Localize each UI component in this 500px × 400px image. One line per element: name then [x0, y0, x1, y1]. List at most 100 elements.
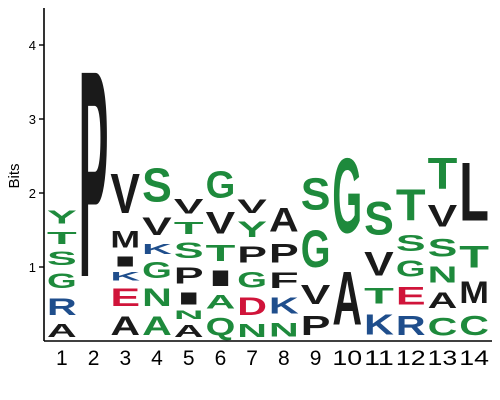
logo-letter-n: N [174, 309, 204, 322]
logo-letter-a: A [206, 291, 236, 313]
logo-letter-t: T [396, 180, 426, 230]
logo-letter-p: P [301, 309, 331, 340]
logo-letter-s: S [428, 233, 458, 261]
y-tick-label: 2 [29, 186, 36, 201]
x-tick-label: 13 [428, 347, 458, 370]
logo-letter-v: V [110, 162, 140, 225]
x-tick-label: 12 [396, 347, 426, 370]
logo-letter-y: Y [47, 207, 77, 228]
logo-letter-v: V [237, 196, 267, 218]
x-tick-label: 8 [278, 347, 290, 370]
position-2-stack: P [79, 9, 109, 339]
logo-letter-s: S [301, 168, 331, 220]
x-tick-label: 3 [119, 347, 131, 370]
logo-letter-g: G [142, 257, 172, 283]
position-10-stack: AG [332, 136, 362, 340]
logo-letter-n: N [237, 320, 267, 341]
logo-letter-c: C [428, 313, 458, 341]
logo-letter-v: V [142, 212, 172, 241]
x-tick-label: 7 [246, 347, 258, 370]
logo-letter-e: E [110, 283, 140, 311]
x-tick-label: 6 [215, 347, 227, 370]
logo-letter-m: M [110, 226, 140, 253]
logo-letter-i: I [174, 289, 204, 309]
logo-letter-a: A [332, 256, 362, 341]
logo-letter-a: A [142, 312, 172, 341]
logo-letter-p: P [79, 9, 109, 339]
logo-letter-s: S [142, 158, 172, 212]
logo-letter-a: A [174, 321, 204, 341]
logo-letter-a: A [269, 201, 299, 239]
logo-letter-m: M [459, 275, 489, 311]
x-tick-label: 1 [56, 347, 68, 370]
logo-letter-r: R [396, 310, 426, 341]
y-axis-label: Bits [6, 163, 23, 188]
logo-letter-d: D [237, 293, 267, 321]
logo-letter-p: P [269, 239, 299, 269]
logo-letter-e: E [396, 281, 426, 309]
x-tick-label: 9 [310, 347, 322, 370]
x-tick-label: 2 [88, 347, 100, 370]
logo-letter-n: N [269, 319, 299, 341]
logo-letter-s: S [396, 230, 426, 256]
logo-letter-s: S [174, 238, 204, 262]
logo-letter-g: G [47, 269, 77, 293]
logo-letter-g: G [237, 268, 267, 293]
logo-letter-t: T [47, 228, 77, 248]
logo-letter-l: L [459, 145, 489, 239]
logo-letter-a: A [47, 320, 77, 341]
logo-letter-k: K [110, 270, 140, 283]
logo-letter-g: G [206, 165, 236, 207]
axes [43, 8, 492, 342]
logo-letter-y: Y [237, 218, 267, 242]
logo-letter-r: R [47, 293, 77, 320]
logo-letter-f: F [269, 268, 299, 292]
logo-letter-v: V [301, 279, 331, 310]
logo-letter-c: C [459, 310, 489, 341]
logo-letter-i: I [110, 253, 140, 270]
logo-letter-v: V [206, 206, 236, 241]
x-tick-label: 10 [332, 347, 362, 370]
logo-letter-v: V [174, 195, 204, 218]
logo-letter-g: G [301, 219, 331, 279]
logo-letter-p: P [237, 242, 267, 268]
logo-letter-v: V [428, 199, 458, 234]
logo-letter-t: T [428, 148, 458, 198]
logo-letter-v: V [364, 245, 394, 283]
logo-letter-t: T [364, 284, 394, 309]
x-tick-label: 14 [459, 347, 489, 370]
logo-letter-g: G [332, 136, 362, 256]
x-axis-ticks: 1 2 3 4 5 6 7 8 9 10 11 12 13 14 [56, 347, 489, 370]
logo-letter-k: K [142, 240, 173, 257]
logo-letter-n: N [428, 263, 458, 289]
logo-letter-t: T [174, 218, 204, 238]
logo-letter-n: N [142, 284, 172, 312]
y-tick-label: 1 [29, 260, 36, 275]
logo-letter-a: A [110, 312, 140, 341]
logo-letter-s: S [47, 248, 77, 269]
logo-letter-s: S [364, 191, 394, 245]
logo-letter-p: P [174, 263, 204, 289]
logo-letter-q: Q [206, 313, 236, 341]
x-tick-label: 5 [183, 347, 195, 370]
logo-letter-k: K [364, 308, 394, 341]
y-tick-label: 3 [29, 112, 36, 127]
logo-letter-k: K [269, 294, 299, 320]
logo-letter-g: G [396, 255, 426, 281]
x-tick-label: 11 [364, 347, 394, 370]
logo-letter-t: T [459, 239, 489, 275]
x-tick-label: 4 [151, 347, 163, 370]
